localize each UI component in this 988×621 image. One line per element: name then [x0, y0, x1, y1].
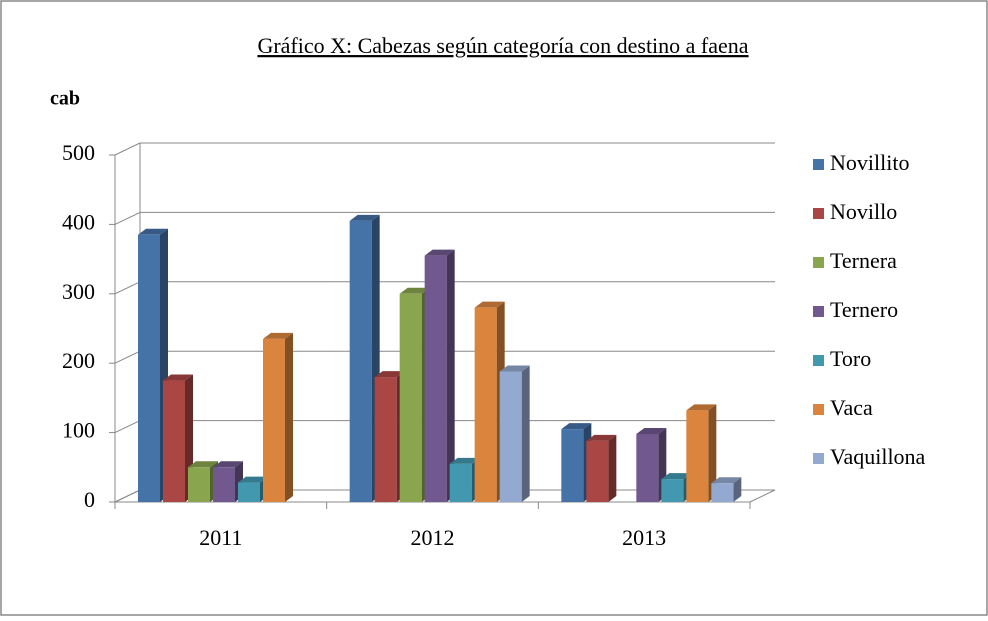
- bar: [474, 307, 497, 502]
- bar: [686, 410, 709, 502]
- bar-top: [213, 461, 243, 468]
- legend-label: Ternero: [830, 297, 898, 322]
- y-tick-label: 300: [62, 279, 95, 304]
- legend-label: Ternera: [830, 248, 897, 273]
- legend-label: Novillo: [830, 199, 897, 224]
- legend-swatch: [813, 404, 824, 415]
- bar-side: [608, 434, 617, 502]
- bar-top: [449, 457, 480, 464]
- y-axis-label: cab: [50, 88, 80, 110]
- bar: [263, 338, 285, 502]
- bar: [449, 463, 472, 502]
- x-tick-label: 2013: [622, 525, 666, 550]
- chart-title: Gráfico X: Cabezas según categoría con d…: [257, 33, 748, 58]
- y-tick-label: 200: [62, 348, 95, 373]
- bar-top: [188, 461, 218, 468]
- bar: [636, 433, 659, 502]
- bar: [711, 483, 734, 502]
- bar: [349, 220, 372, 502]
- bar-top: [586, 434, 617, 441]
- legend-swatch: [813, 257, 824, 268]
- grid-line: [114, 211, 141, 225]
- bar: [561, 429, 584, 502]
- legend-swatch: [813, 453, 824, 464]
- y-tick-label: 400: [62, 209, 95, 234]
- bar: [374, 377, 397, 502]
- bar: [424, 255, 447, 502]
- bar-top: [263, 332, 293, 339]
- legend-swatch: [813, 355, 824, 366]
- bar: [238, 482, 260, 502]
- bar: [163, 380, 185, 502]
- legend-swatch: [813, 306, 824, 317]
- y-tick-label: 500: [62, 140, 95, 165]
- legend-label: Toro: [830, 346, 871, 371]
- bar-top: [138, 228, 168, 235]
- bar: [213, 467, 235, 502]
- x-tick-label: 2011: [199, 525, 242, 550]
- grid-line: [114, 420, 141, 434]
- legend-label: Vaquillona: [830, 444, 926, 469]
- bar-top: [686, 404, 717, 411]
- bar-side: [446, 249, 455, 502]
- grid-line: [114, 489, 141, 503]
- bar-top: [424, 249, 455, 256]
- grid-line: [114, 350, 141, 364]
- bar-top: [474, 301, 505, 308]
- grid-line: [114, 142, 141, 156]
- bar: [399, 293, 422, 502]
- bar: [661, 479, 684, 502]
- x-tick-label: 2012: [411, 525, 455, 550]
- y-tick-label: 100: [62, 418, 95, 443]
- bar-top: [374, 371, 405, 378]
- bar-top: [661, 473, 692, 480]
- bar-top: [238, 476, 268, 483]
- bar-top: [636, 427, 667, 434]
- legend-swatch: [813, 208, 824, 219]
- bar-side: [285, 332, 293, 502]
- bar-side: [521, 365, 530, 502]
- bar: [499, 371, 522, 502]
- bar-top: [561, 423, 592, 430]
- y-tick-label: 0: [84, 487, 95, 512]
- bar-top: [163, 374, 193, 381]
- bar: [188, 467, 210, 502]
- bar: [586, 440, 609, 502]
- bar: [138, 234, 160, 502]
- grid-line: [114, 281, 141, 295]
- legend-label: Vaca: [830, 395, 873, 420]
- bar-side: [733, 477, 742, 502]
- bar-top: [349, 214, 380, 221]
- bar-top: [399, 287, 430, 294]
- bar-top: [499, 365, 530, 372]
- bar-side: [708, 404, 717, 502]
- legend-label: Novillito: [830, 150, 909, 175]
- legend-swatch: [813, 159, 824, 170]
- bar-top: [711, 477, 742, 484]
